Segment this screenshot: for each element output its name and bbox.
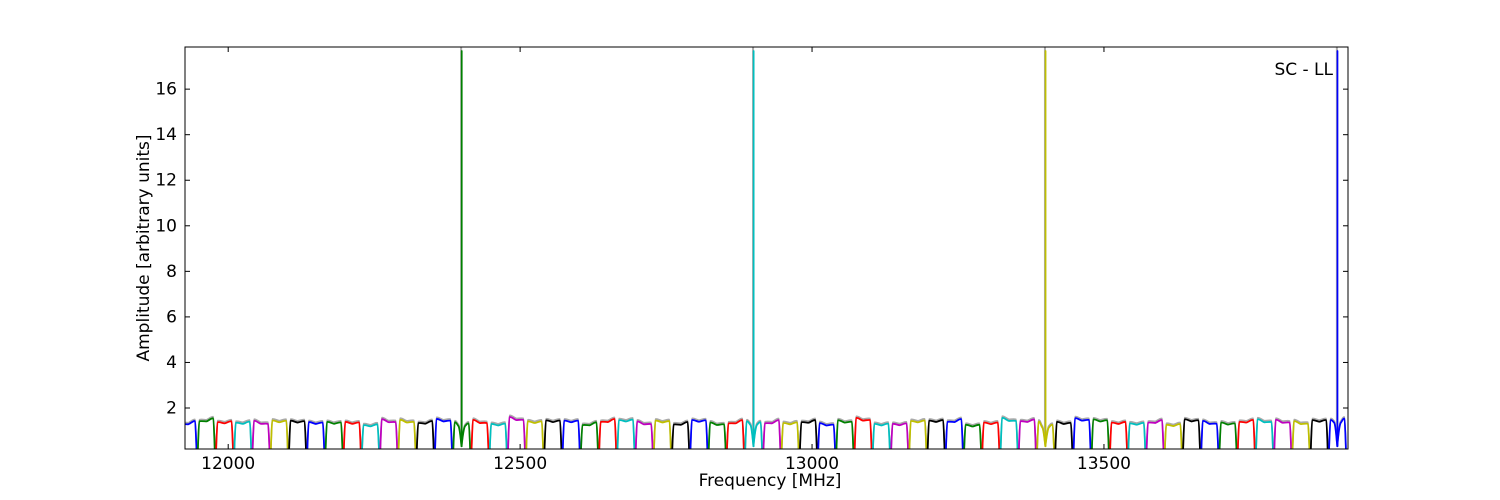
x-axis-label: Frequency [MHz] [698,471,842,491]
subband-bump [1091,418,1110,449]
shadow-bump [270,418,289,449]
subband-bump [799,419,818,449]
subband-bump [580,421,599,449]
subband-bump [762,419,782,449]
subband-bump [1109,421,1128,449]
tick-marks [185,47,1348,449]
y-tick-label: 14 [155,125,177,145]
shadow-bump [543,417,563,449]
shadow-bump [1309,417,1329,449]
subband-bump [233,420,253,449]
subband-bump [872,422,891,449]
subband-bump [1291,420,1311,449]
subband-bump [306,421,326,449]
subband-bump [926,419,946,449]
shadow-bump [908,418,928,449]
x-tick-label: 13500 [1077,454,1131,474]
subband-bump [908,419,928,449]
y-tick-label: 10 [155,216,177,236]
subband-bump [543,419,563,449]
subband-bump [890,422,909,449]
subband-bump [415,420,435,449]
shadow-bump [1091,416,1110,449]
subband-bump [288,419,307,449]
subband-bump [945,418,964,449]
subband-bump [671,421,690,449]
y-tick-label: 2 [166,399,177,419]
subband-bump [634,420,654,449]
shadow-bump [561,418,581,449]
subband-bump [197,417,216,449]
shadow-bump [616,417,636,449]
subband-bump [507,416,526,449]
subband-bump [616,418,636,449]
subband-bump [525,420,545,449]
subband-bump [185,420,198,449]
shadow-bump [689,417,709,449]
subband-bump [379,418,399,449]
subband-bump [1200,420,1220,449]
corner-label: SC - LL [1274,60,1333,80]
subband-bump [361,423,380,449]
subband-bump [488,422,508,449]
x-tick-label: 12500 [493,454,547,474]
subband-bump [561,419,581,449]
subband-bump [342,421,362,449]
tick-labels: 12000 12500 13000 13500 2 4 6 8 10 12 14 16 [155,80,1131,474]
subband-bump [1054,420,1074,449]
subband-bump [707,421,727,449]
shadow-bump [926,417,946,449]
subband-bump [1309,419,1329,449]
x-tick-label: 12000 [201,454,255,474]
subband-bump [689,419,709,449]
subband-bump [981,421,1001,449]
subband-bump [835,419,855,449]
y-tick-label: 4 [166,353,177,373]
subband-bump [251,419,271,449]
subband-bump [963,423,982,449]
subband-bump [726,419,745,449]
shadow-bump [525,418,544,449]
shadow-bump [653,418,672,449]
plot-border [184,46,1349,450]
subband-bump [598,418,617,449]
traces [185,47,1347,449]
subband-bump [853,417,873,449]
y-tick-label: 6 [166,307,177,327]
x-tick-label: 13000 [785,454,839,474]
subband-bump [1236,419,1256,449]
subband-bump [434,418,453,449]
y-tick-label: 16 [155,80,177,100]
subband-bump [1182,418,1201,449]
subband-bump [215,420,234,449]
subband-bump [780,421,800,449]
subband-bump [1273,418,1293,449]
shadow-bump [288,418,307,449]
subband-bump [1218,421,1238,449]
subband-bump [1255,418,1274,449]
subband-bump [653,419,672,449]
subband-bump [269,419,289,449]
subband-bump [1072,417,1092,449]
subband-bump [1127,421,1147,449]
subband-bump [1145,419,1165,449]
subband-bump [470,418,490,449]
subband-bump [999,416,1019,449]
subband-bump [1018,418,1037,449]
y-tick-label: 12 [155,171,177,191]
subband-bump [397,418,417,449]
subband-bump [1163,423,1183,449]
subband-bump [817,422,836,449]
subband-bump [324,420,344,449]
y-tick-label: 8 [166,262,177,282]
y-axis-label: Amplitude [arbitrary units] [134,134,154,362]
